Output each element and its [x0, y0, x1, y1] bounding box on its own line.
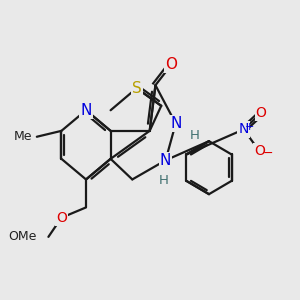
Text: N: N — [80, 103, 92, 118]
Text: O: O — [165, 57, 177, 72]
Text: Me: Me — [14, 130, 32, 143]
Text: N: N — [170, 116, 182, 131]
Text: S: S — [132, 81, 142, 96]
Text: H: H — [159, 174, 169, 188]
Text: H: H — [190, 129, 200, 142]
Text: O: O — [256, 106, 266, 120]
Text: O: O — [56, 211, 67, 225]
Text: N: N — [160, 153, 171, 168]
Text: N: N — [238, 122, 249, 136]
Text: OMe: OMe — [8, 230, 37, 243]
Text: O: O — [254, 145, 265, 158]
Text: −: − — [262, 146, 273, 159]
Text: +: + — [245, 122, 254, 132]
